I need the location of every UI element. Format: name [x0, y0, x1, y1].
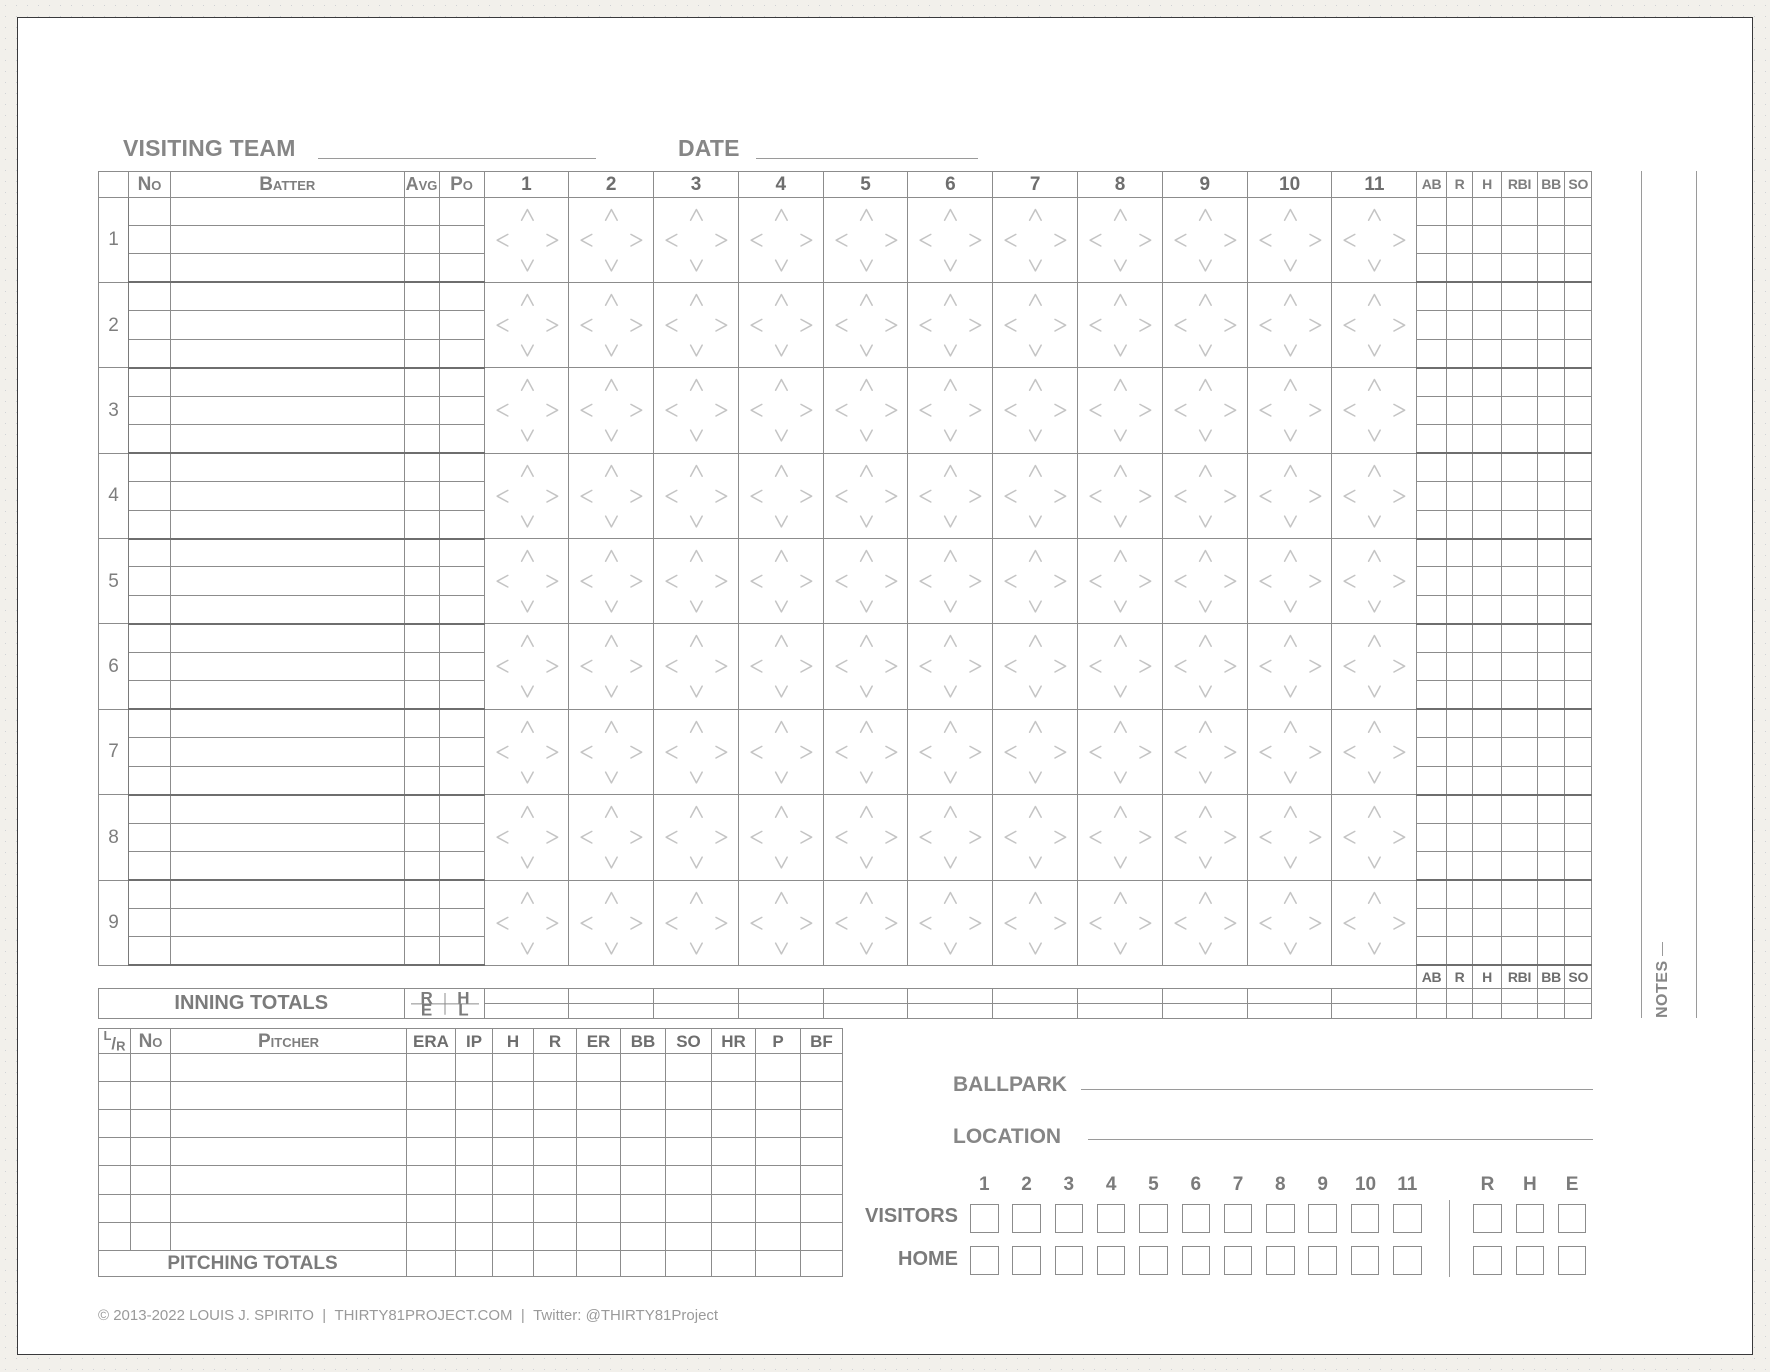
svg-text:E: E — [420, 1000, 431, 1018]
svg-text:L: L — [458, 1000, 468, 1018]
